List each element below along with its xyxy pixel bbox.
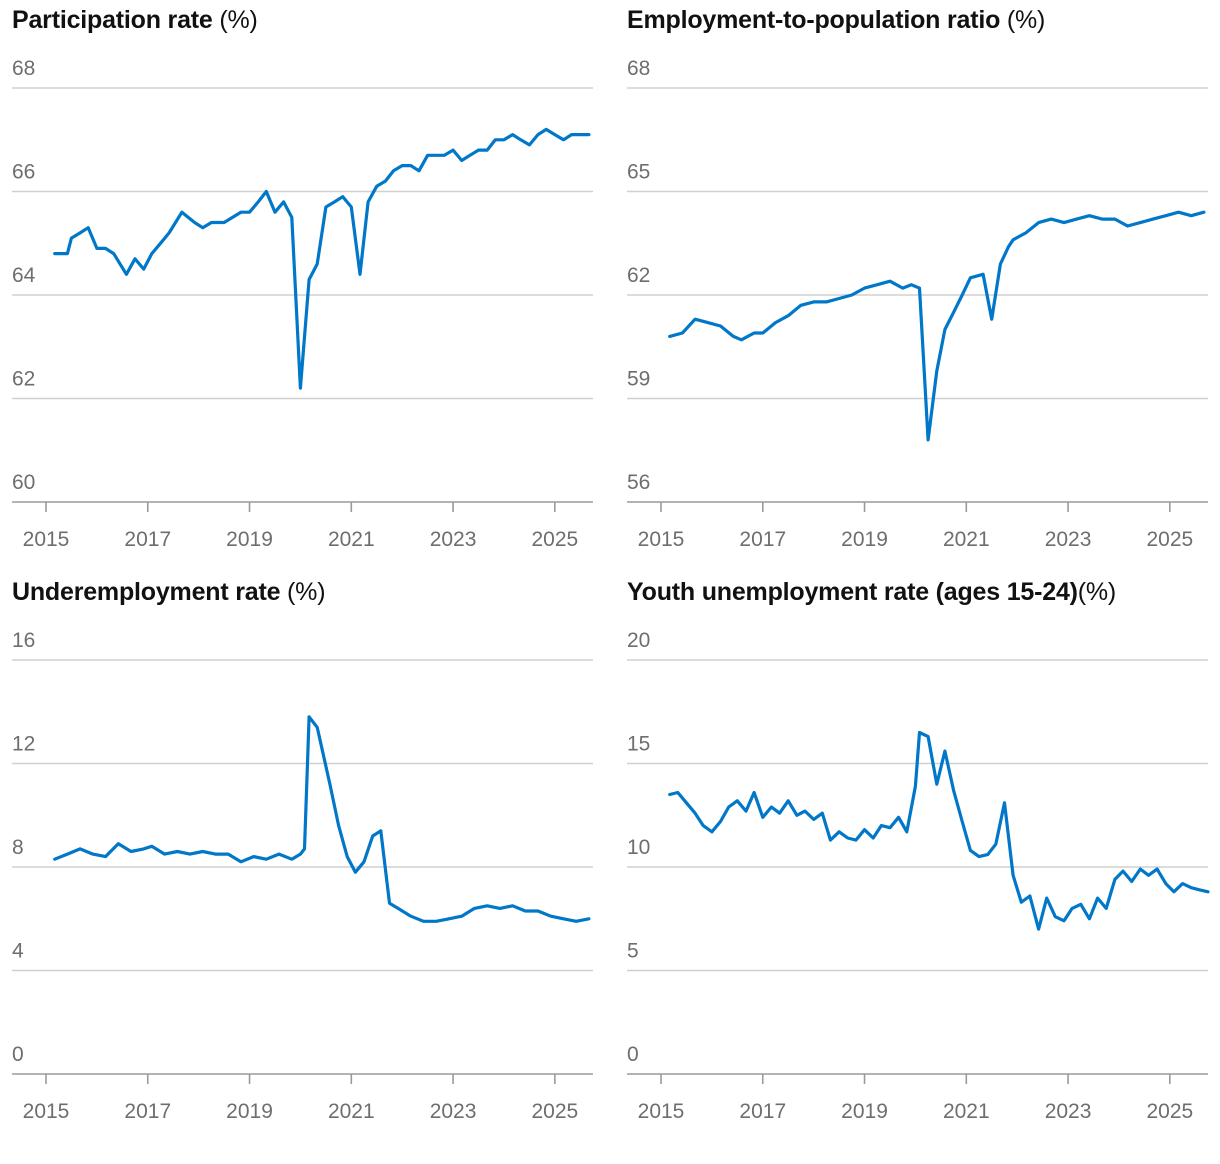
y-tick-label: 62 [12,368,35,391]
x-tick-label: 2021 [328,528,375,551]
y-tick-label: 59 [627,368,650,391]
y-tick-label: 64 [12,264,36,287]
chart-title: Employment-to-population ratio (%) [627,6,1046,34]
x-tick-label: 2023 [430,528,477,551]
series-line [53,715,591,923]
x-tick-label: 2015 [23,528,70,551]
youth-unemployment-panel: Youth unemployment rate (ages 15-24)(%) … [627,572,1220,1152]
y-tick-label: 60 [12,471,35,494]
y-tick-label: 68 [627,57,650,80]
x-tick-label: 2019 [226,1100,273,1123]
x-tick-label: 2023 [1045,1100,1092,1123]
x-tick-label: 2017 [739,1100,786,1123]
underemployment-rate-chart: 0 4 8 12 16 2015 2017 2019 2021 2023 2025 [12,629,593,1123]
x-tick-label: 2025 [531,1100,578,1123]
x-tick-label: 2021 [943,528,990,551]
x-tick-label: 2025 [1146,528,1193,551]
y-tick-label: 66 [12,161,35,184]
y-tick-label: 8 [12,836,24,859]
underemployment-rate-panel: Underemployment rate (%) 0 4 8 12 16 2015 2017… [12,572,612,1152]
employment-to-population-chart: 56 59 62 65 68 2015 2017 2019 2021 2023 2025 [627,57,1208,551]
y-tick-label: 4 [12,940,24,963]
x-tick-label: 2019 [841,528,888,551]
y-tick-label: 62 [627,264,650,287]
x-tick-label: 2023 [430,1100,477,1123]
participation-rate-chart: 60 62 64 66 68 2015 2017 2019 2021 2023 2025 [12,57,593,551]
y-tick-label: 56 [627,471,650,494]
chart-title: Participation rate (%) [12,6,258,34]
y-tick-label: 65 [627,161,650,184]
y-tick-label: 0 [12,1043,24,1066]
y-tick-label: 5 [627,940,639,963]
participation-rate-panel: Participation rate (%) 60 62 64 66 68 2015 201… [12,0,612,580]
y-tick-label: 12 [12,733,35,756]
series-line [668,730,1210,931]
y-tick-label: 0 [627,1043,639,1066]
x-tick-label: 2023 [1045,528,1092,551]
employment-to-population-panel: Employment-to-population ratio (%) 56 59 6… [627,0,1220,580]
x-tick-label: 2021 [328,1100,375,1123]
x-tick-label: 2017 [124,528,171,551]
x-tick-label: 2015 [638,528,685,551]
x-tick-label: 2015 [638,1100,685,1123]
youth-unemployment-chart: 0 5 10 15 20 2015 2017 2019 2021 2023 2025 [627,629,1210,1123]
y-tick-label: 16 [12,629,35,652]
series-line [668,210,1206,442]
chart-title: Youth unemployment rate (ages 15-24)(%) [627,578,1117,606]
x-tick-label: 2017 [124,1100,171,1123]
x-tick-label: 2019 [226,528,273,551]
y-tick-label: 20 [627,629,650,652]
x-tick-label: 2025 [1146,1100,1193,1123]
chart-title: Underemployment rate (%) [12,578,326,606]
y-tick-label: 68 [12,57,35,80]
y-tick-label: 10 [627,836,650,859]
x-tick-label: 2025 [531,528,578,551]
x-tick-label: 2015 [23,1100,70,1123]
x-tick-label: 2021 [943,1100,990,1123]
x-tick-label: 2019 [841,1100,888,1123]
y-tick-label: 15 [627,733,650,756]
series-line [53,127,591,390]
x-tick-label: 2017 [739,528,786,551]
